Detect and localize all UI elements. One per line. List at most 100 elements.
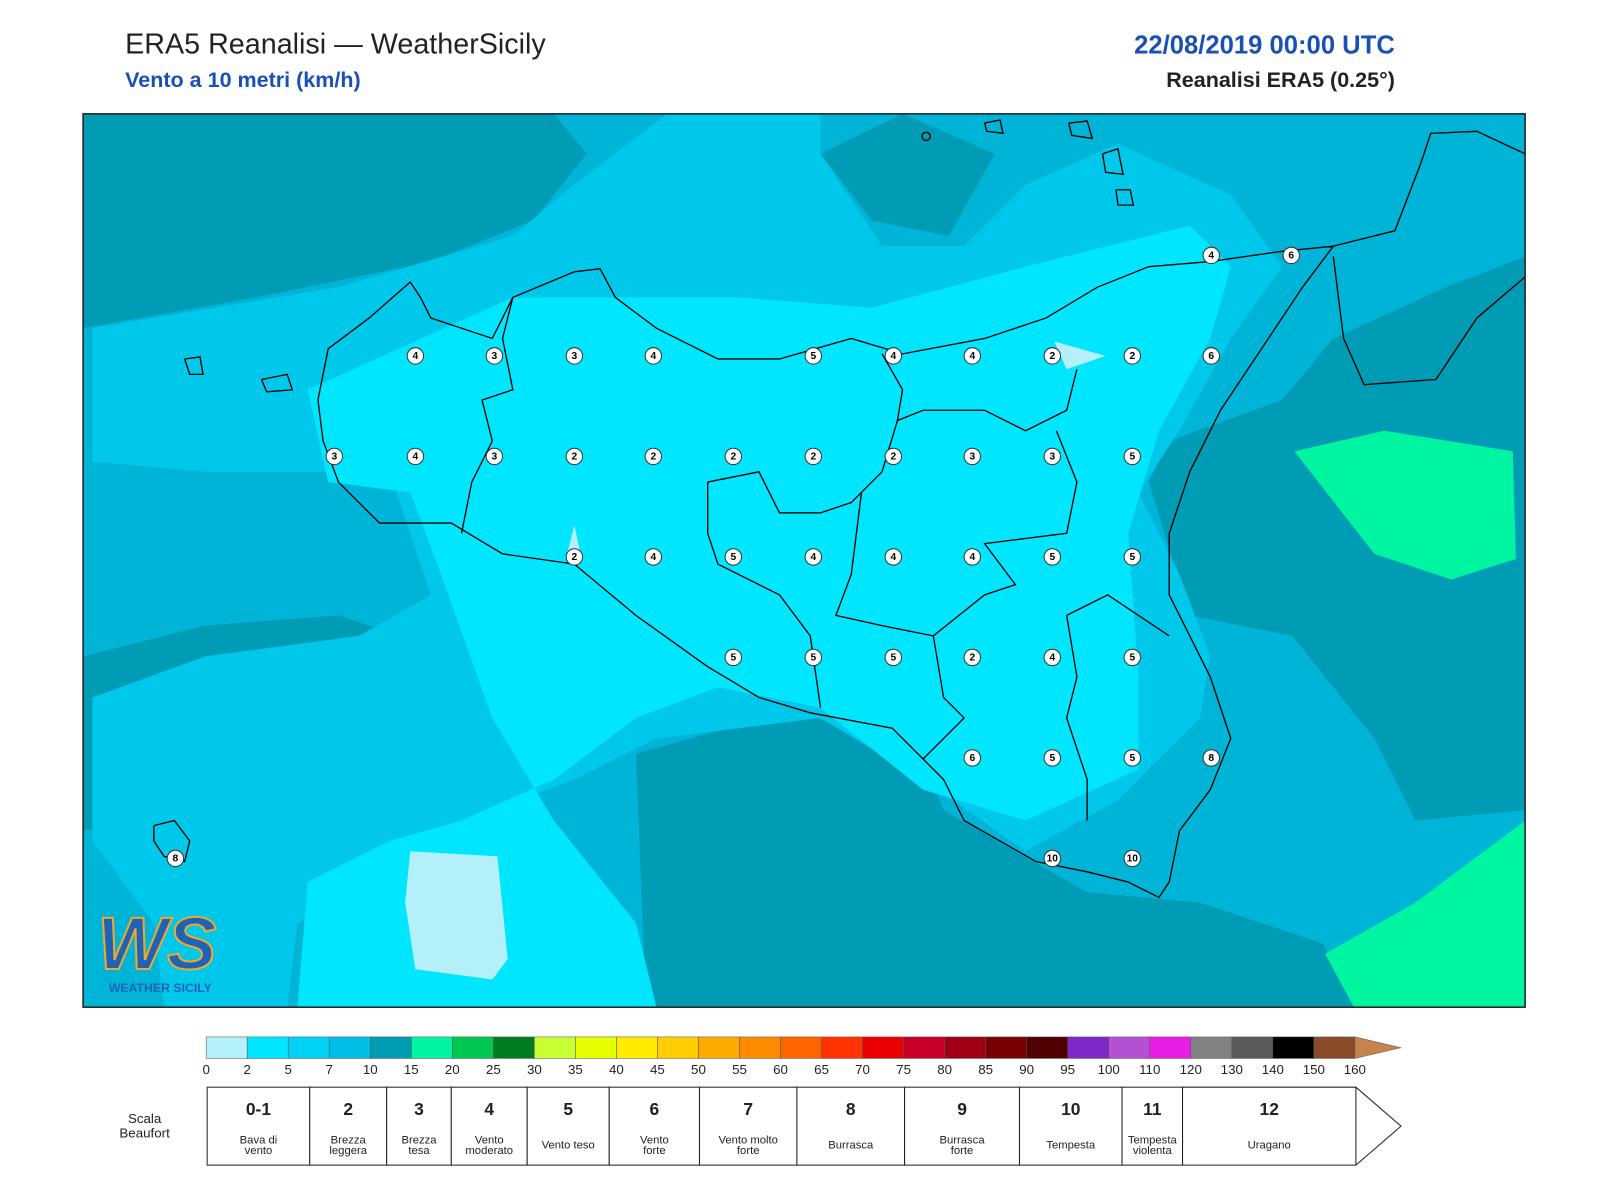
colorbar-box [411,1036,453,1059]
province-border [707,420,899,514]
beaufort-name: vento [245,1145,273,1157]
island [1115,189,1135,206]
wind-field [405,851,508,980]
wind-label-circle [884,447,903,466]
wind-labels: 4 6 4 3 3 4 5 4 4 2 2 6 3 4 3 2 2 2 2 2 3 3 5 2 4 5 4 4 4 5 5 5 5 5 2 4 5 6 5 5… [166,246,1300,868]
wind-label-circle [884,548,903,566]
beaufort-box [526,1086,610,1166]
colorbar-tick-label: 35 [568,1062,583,1077]
colorbar-tick-label: 45 [650,1062,665,1077]
province-border [707,482,822,708]
beaufort-box [309,1086,388,1166]
wind-label: 3 [1049,451,1055,462]
wind-label-circle [1123,548,1142,566]
province-border [932,430,1078,637]
island [153,819,191,863]
logo-text: WEATHER SICILY [109,981,212,995]
wind-label-circle [1123,347,1142,365]
colorbar-tick-label: 25 [486,1062,501,1077]
wind-label-circle [325,447,344,466]
colorbar-box [328,1036,371,1059]
wind-label: 5 [1049,753,1055,764]
colorbar-tick-label: 160 [1344,1062,1366,1077]
wind-field [1148,256,1526,821]
wind-label-circle [963,648,982,667]
colorbar-tick-label: 80 [937,1062,952,1077]
wind-label-circle [804,648,823,667]
colorbar-tick-label: 30 [527,1062,542,1077]
calabria-coast [1333,130,1526,247]
colorbar-tick-label: 40 [609,1062,624,1077]
beaufort-box [206,1086,311,1166]
beaufort-box [1182,1086,1402,1166]
beaufort-number: 12 [1260,1099,1279,1119]
wind-label: 6 [969,753,975,764]
island [1068,120,1094,140]
beaufort-number: 3 [414,1099,424,1119]
colorbar-box [903,1036,945,1059]
wind-label: 2 [810,451,816,462]
island [1101,147,1124,176]
wind-label-circle [1043,849,1062,868]
datetime: 22/08/2019 00:00 UTC [1134,31,1395,59]
wind-label: 3 [332,451,338,462]
colorbar-tick-label: 95 [1060,1062,1075,1077]
wind-label-circle [884,648,903,667]
beaufort-name: forte [643,1145,666,1157]
colorbar-box [493,1036,535,1059]
colorbar-box [246,1036,289,1059]
island [921,131,931,142]
colorbar-tick-label: 85 [978,1062,993,1077]
beaufort-name: Brezza [401,1135,437,1147]
beaufort-name: Bava di [240,1135,278,1147]
wind-field [1325,820,1526,1008]
beaufort-name: Vento molto [718,1135,778,1147]
colorbar-box [944,1036,986,1059]
colorbar-tick-label: 150 [1303,1062,1325,1077]
colorbar-box [1149,1036,1192,1059]
colorbar-tick-label: 55 [732,1062,747,1077]
wind-label: 5 [890,652,896,663]
source: Reanalisi ERA5 (0.25°) [1166,68,1395,92]
beaufort-box [386,1086,452,1166]
wind-label: 2 [650,451,656,462]
wind-field [1054,341,1106,370]
wind-field [635,707,1354,1008]
wind-label: 6 [1208,351,1214,362]
beaufort-name: Vento teso [542,1140,595,1152]
map-frame [82,113,1526,1008]
wind-label-circle [644,447,663,466]
wind-field [820,113,995,236]
colorbar-box [575,1036,617,1059]
beaufort-number: 2 [343,1099,353,1119]
province-border [1066,594,1170,637]
wind-label: 4 [650,552,656,563]
wind-label: 5 [1129,552,1135,563]
island [183,356,204,376]
beaufort-name: Uragano [1248,1140,1291,1152]
wind-label-circle [644,347,663,365]
wind-label: 5 [730,652,736,663]
colorbar-tick-label: 10 [363,1062,378,1077]
colorbar-box [1067,1036,1109,1059]
wind-label-circle [1043,447,1062,466]
wind-label: 8 [1208,753,1214,764]
wind-label-circle [1123,648,1142,667]
colorbar-tick-label: 50 [691,1062,706,1077]
colorbar-box [821,1036,863,1059]
island [260,373,294,393]
beaufort-name: Tempesta [1046,1140,1096,1152]
wind-label-circle [724,548,743,566]
wind-label: 3 [969,451,975,462]
colorbar-tick-label: 70 [855,1062,870,1077]
colorbar-box [205,1036,248,1059]
wind-label: 4 [890,351,896,362]
wind-label-circle [1123,749,1142,767]
colorbar-tick-label: 90 [1019,1062,1034,1077]
beaufort-name: Vento [640,1135,669,1147]
colorbar-tick-label: 130 [1221,1062,1243,1077]
colorbar-tick-label: 7 [326,1062,333,1077]
beaufort-name: Vento [475,1135,504,1147]
